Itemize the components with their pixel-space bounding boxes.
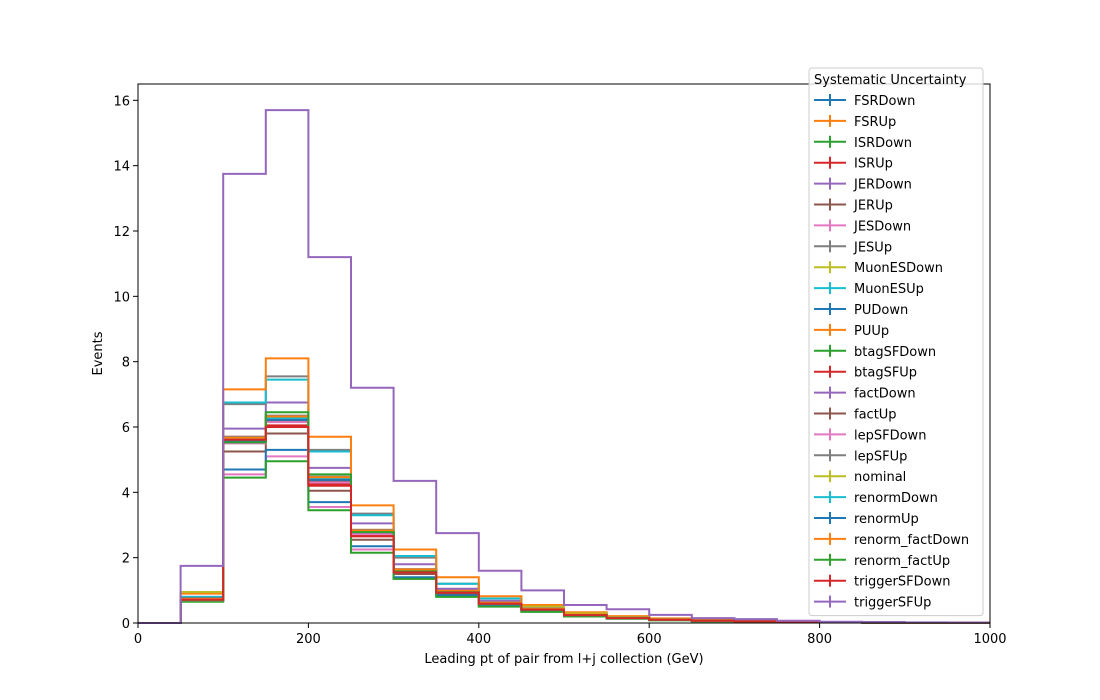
legend-label-MuonESUp: MuonESUp [854, 282, 924, 297]
x-axis-label: Leading pt of pair from l+j collection (… [424, 652, 703, 667]
legend-label-renorm_factDown: renorm_factDown [854, 533, 969, 548]
legend-item-factUp: factUp [814, 407, 897, 423]
legend-item-PUDown: PUDown [814, 303, 908, 318]
legend-item-FSRDown: FSRDown [814, 94, 915, 109]
x-tick-label: 400 [466, 632, 491, 647]
y-tick-label: 0 [122, 617, 130, 632]
legend-label-nominal: nominal [854, 470, 906, 485]
legend-item-triggerSFUp: triggerSFUp [814, 595, 931, 611]
legend-label-lepSFDown: lepSFDown [854, 428, 926, 443]
legend-label-FSRDown: FSRDown [854, 94, 915, 109]
x-tick-label: 1000 [973, 632, 1006, 647]
legend-item-renorm_factUp: renorm_factUp [814, 553, 950, 569]
legend-item-JESUp: JESUp [814, 240, 892, 255]
y-tick-label: 10 [113, 290, 130, 305]
legend-label-renormDown: renormDown [854, 491, 938, 506]
x-tick-label: 600 [637, 632, 662, 647]
legend-item-btagSFDown: btagSFDown [814, 344, 936, 360]
series-triggerSFDown [138, 426, 990, 624]
legend-item-ISRUp: ISRUp [814, 156, 893, 172]
x-tick-label: 0 [134, 632, 142, 647]
legend-label-btagSFUp: btagSFUp [854, 366, 917, 381]
legend-label-JERDown: JERDown [853, 178, 912, 193]
legend-label-triggerSFUp: triggerSFUp [854, 596, 931, 611]
legend-item-MuonESDown: MuonESDown [814, 261, 943, 276]
y-tick-label: 16 [113, 94, 130, 109]
legend: Systematic Uncertainty FSRDown FSRUp ISRDo… [808, 67, 984, 617]
y-tick-label: 12 [113, 225, 130, 240]
legend-item-nominal: nominal [814, 470, 906, 485]
legend-item-ISRDown: ISRDown [814, 135, 912, 151]
legend-label-MuonESDown: MuonESDown [854, 261, 943, 276]
x-tick-label: 800 [807, 632, 832, 647]
legend-item-factDown: factDown [814, 386, 916, 402]
legend-label-PUUp: PUUp [854, 324, 889, 339]
series-layer [138, 109, 990, 624]
legend-label-PUDown: PUDown [854, 303, 908, 318]
series-triggerSFUp [138, 109, 990, 624]
y-tick-label: 4 [122, 486, 130, 501]
legend-label-factUp: factUp [854, 408, 897, 423]
y-axis-label: Events [91, 331, 106, 375]
legend-title: Systematic Uncertainty [814, 73, 967, 88]
legend-label-btagSFDown: btagSFDown [854, 345, 936, 360]
legend-item-renormUp: renormUp [814, 512, 919, 527]
legend-items: FSRDown FSRUp ISRDown ISRUp JERDown JERUp JESD… [814, 94, 969, 611]
legend-item-btagSFUp: btagSFUp [814, 365, 917, 381]
legend-item-renorm_factDown: renorm_factDown [814, 532, 969, 548]
legend-item-triggerSFDown: triggerSFDown [814, 574, 950, 590]
legend-item-FSRUp: FSRUp [814, 114, 896, 130]
legend-label-lepSFUp: lepSFUp [854, 449, 907, 464]
legend-label-FSRUp: FSRUp [854, 115, 896, 130]
legend-label-JESDown: JESDown [853, 219, 911, 234]
x-axis: 0 200 400 600 800 1000 [134, 623, 1007, 647]
legend-item-JERDown: JERDown [814, 177, 912, 193]
y-tick-label: 8 [122, 356, 130, 371]
legend-item-MuonESUp: MuonESUp [814, 282, 924, 297]
y-axis: 0 2 4 6 8 10 12 14 16 [113, 94, 138, 632]
legend-item-lepSFUp: lepSFUp [814, 449, 907, 464]
y-tick-label: 14 [113, 160, 130, 175]
legend-label-renormUp: renormUp [854, 512, 919, 527]
y-tick-label: 6 [122, 421, 130, 436]
legend-item-JERUp: JERUp [814, 198, 893, 214]
y-tick-label: 2 [122, 552, 130, 567]
legend-label-ISRDown: ISRDown [854, 136, 912, 151]
legend-label-triggerSFDown: triggerSFDown [854, 575, 950, 590]
legend-item-JESDown: JESDown [814, 219, 911, 234]
legend-label-JESUp: JESUp [853, 240, 892, 255]
legend-label-renorm_factUp: renorm_factUp [854, 554, 950, 569]
legend-item-lepSFDown: lepSFDown [814, 428, 926, 443]
legend-label-ISRUp: ISRUp [854, 157, 893, 172]
legend-label-JERUp: JERUp [853, 199, 893, 214]
x-tick-label: 200 [296, 632, 321, 647]
legend-item-renormDown: renormDown [814, 491, 938, 506]
plot-frame [137, 83, 991, 624]
legend-item-PUUp: PUUp [814, 323, 889, 339]
legend-box [808, 67, 984, 617]
legend-label-factDown: factDown [854, 387, 916, 402]
